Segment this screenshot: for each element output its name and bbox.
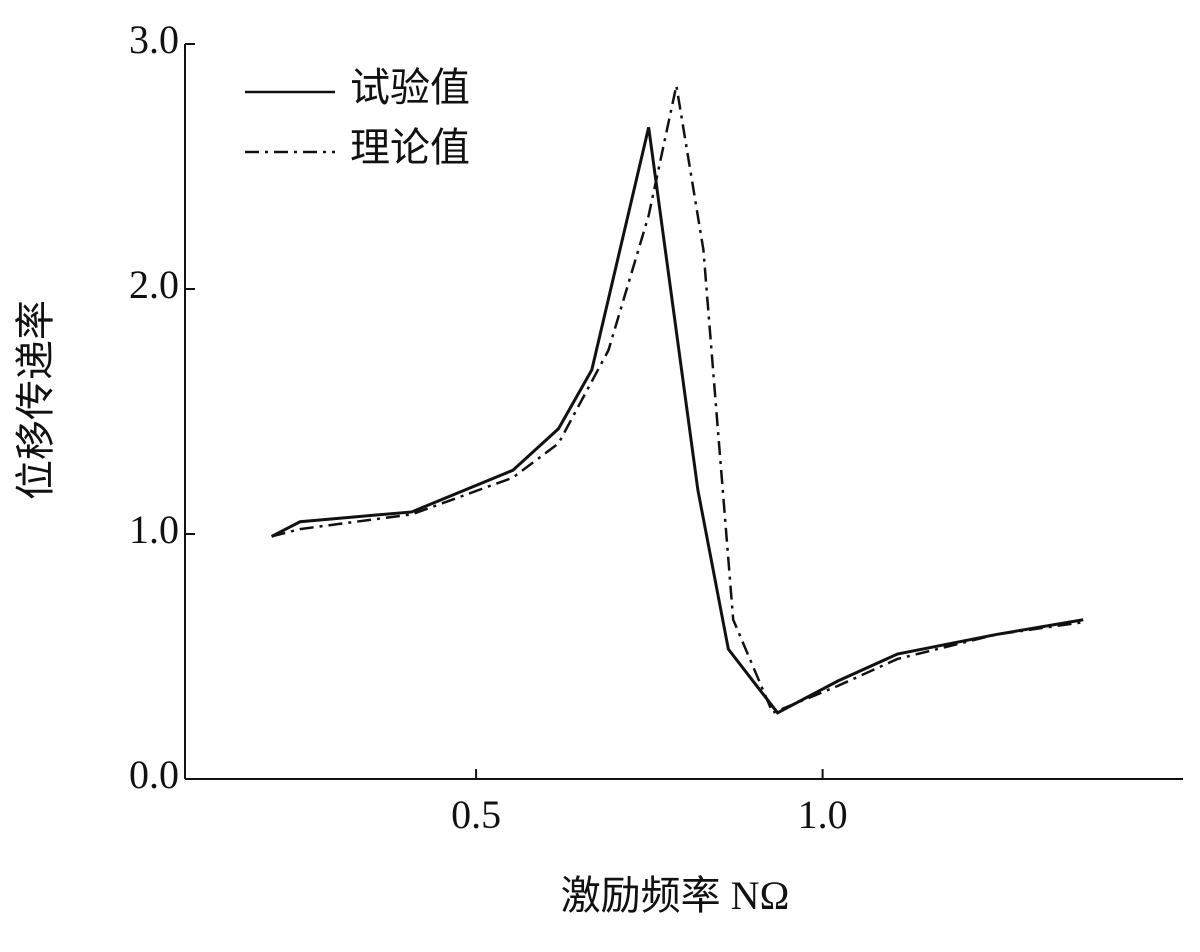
data-line (271, 85, 1084, 715)
y-axis-label: 位移传递率 (13, 300, 58, 500)
x-axis-label: 激励频率 NΩ (561, 873, 790, 918)
y-tick-label: 2.0 (129, 262, 179, 307)
y-tick-label: 1.0 (129, 507, 179, 552)
x-tick-label: 1.0 (798, 792, 848, 837)
x-tick-label: 0.5 (451, 792, 501, 837)
y-tick-label: 0.0 (129, 752, 179, 797)
legend-label: 试验值 (350, 65, 470, 110)
y-tick-label: 3.0 (129, 17, 179, 62)
legend-label: 理论值 (350, 125, 470, 170)
data-line (270, 126, 1084, 715)
